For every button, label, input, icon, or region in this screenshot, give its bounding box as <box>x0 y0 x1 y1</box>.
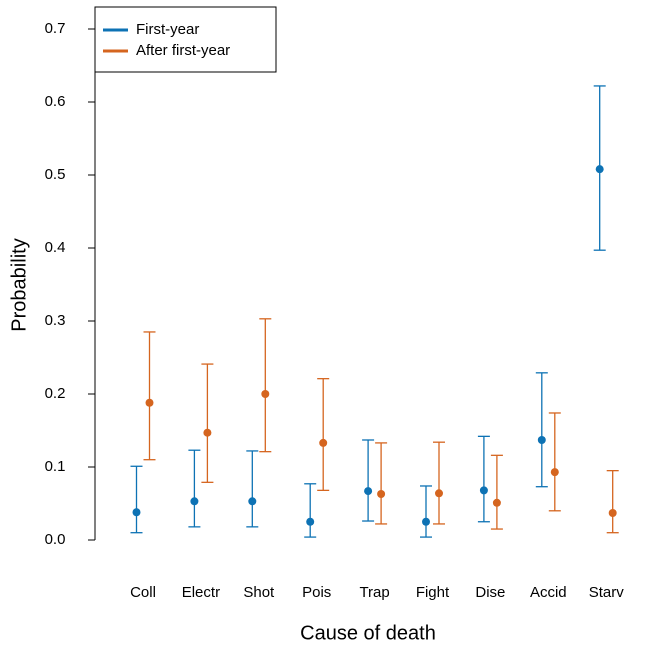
point <box>364 487 373 496</box>
y-tick-label: 0.5 <box>45 166 66 183</box>
legend: First-year After first-year <box>94 6 277 73</box>
x-tick-label: Shot <box>243 584 275 601</box>
point <box>306 517 315 526</box>
x-tick-label: Dise <box>475 584 505 601</box>
x-tick-label: Pois <box>302 584 331 601</box>
x-tick-label: Starv <box>589 584 625 601</box>
x-tick-label: Coll <box>130 584 156 601</box>
y-tick-label: 0.6 <box>45 93 66 110</box>
point <box>479 486 488 495</box>
x-tick-label: Electr <box>182 584 220 601</box>
y-tick-label: 0.1 <box>45 458 66 475</box>
point <box>422 517 430 526</box>
y-tick-label: 0.7 <box>45 20 66 37</box>
y-axis-title: Probability <box>8 238 30 331</box>
legend-label: First-year <box>136 21 199 38</box>
x-axis-title: Cause of death <box>300 622 436 644</box>
point <box>595 165 604 174</box>
point <box>145 398 154 407</box>
y-tick-label: 0.3 <box>45 312 66 329</box>
y-tick-label: 0.0 <box>45 531 66 548</box>
point <box>132 508 141 517</box>
point <box>319 438 328 447</box>
point <box>261 390 270 398</box>
y-tick-label: 0.4 <box>45 239 66 256</box>
point <box>550 468 559 477</box>
point <box>435 489 443 498</box>
point <box>203 428 212 437</box>
legend-label: After first-year <box>136 42 230 59</box>
point <box>608 508 617 517</box>
point <box>377 490 386 499</box>
legend-box <box>94 6 277 73</box>
y-tick-label: 0.2 <box>45 385 66 402</box>
x-tick-label: Fight <box>416 584 450 601</box>
point <box>537 435 546 444</box>
x-tick-label: Trap <box>359 584 389 601</box>
point <box>190 497 199 506</box>
x-tick-label: Accid <box>530 584 567 601</box>
point <box>492 498 501 507</box>
point <box>248 497 257 506</box>
